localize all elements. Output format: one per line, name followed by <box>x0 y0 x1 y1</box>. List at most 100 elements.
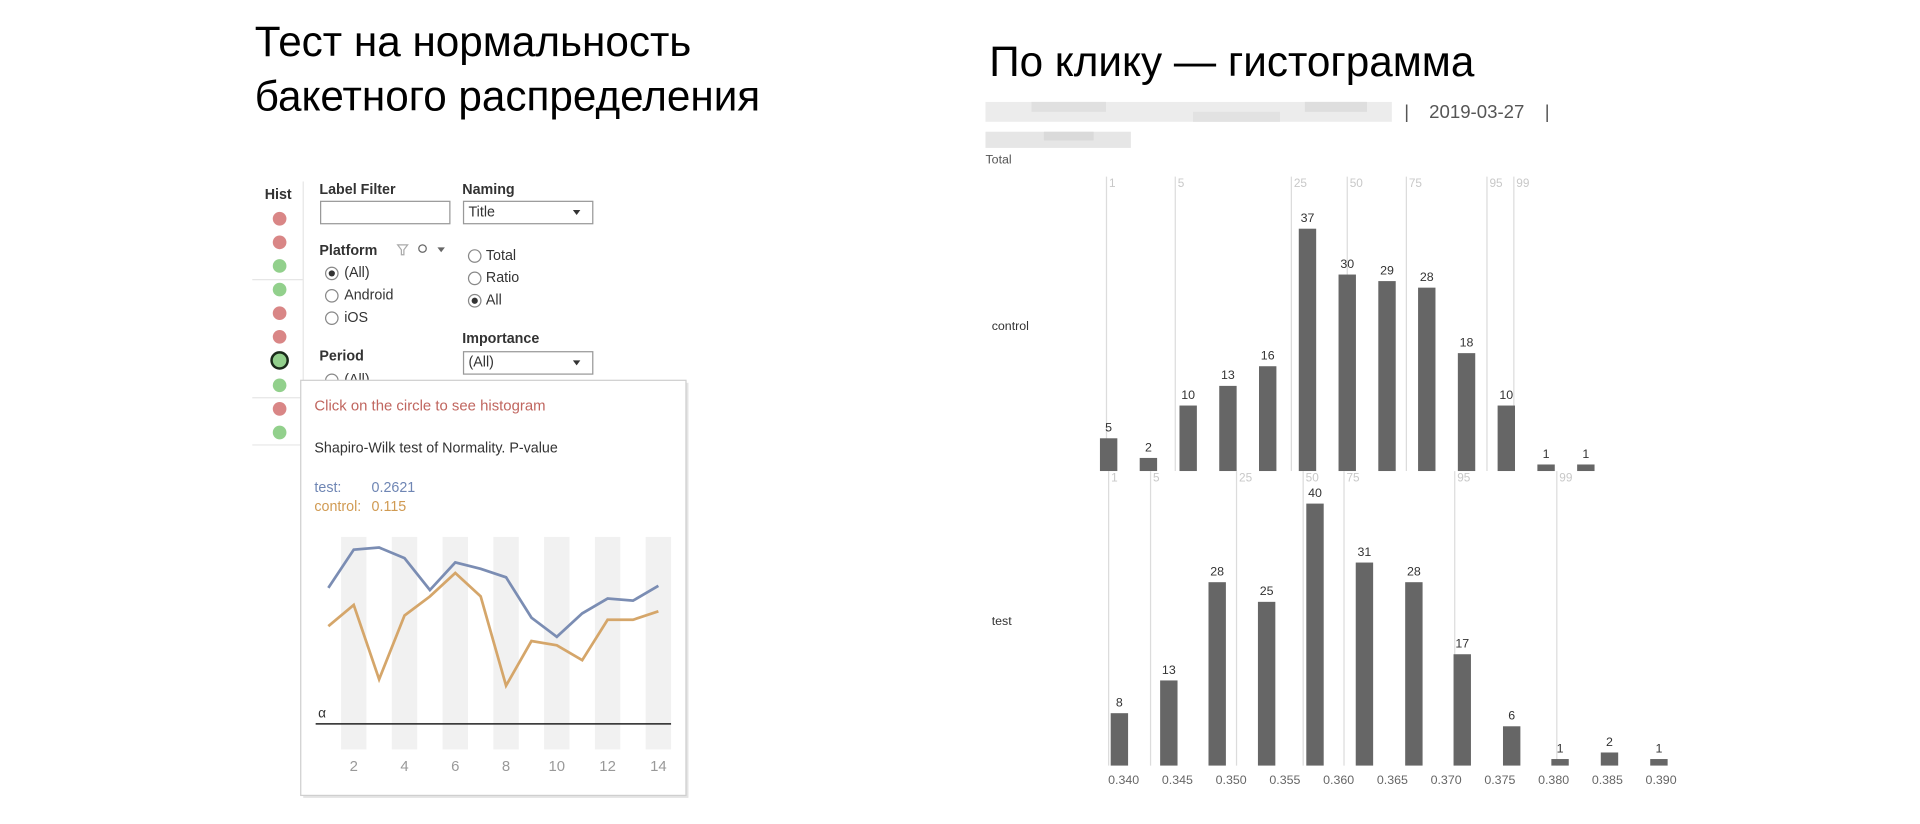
bar <box>1497 405 1516 472</box>
bar <box>1405 582 1423 766</box>
bar <box>1551 759 1569 766</box>
x-tick-label: 0.380 <box>1538 773 1569 787</box>
radio[interactable] <box>324 311 339 326</box>
hist-header: Hist <box>265 187 292 203</box>
bar-label: 16 <box>1261 349 1275 363</box>
hist-icon[interactable] <box>272 402 287 416</box>
bar-label: 2 <box>1606 735 1613 749</box>
x-tick-label: 6 <box>451 759 459 775</box>
percentile-label: 5 <box>1153 471 1160 485</box>
bar <box>1219 385 1237 472</box>
percentile-label: 99 <box>1559 471 1572 485</box>
percentile-label: 50 <box>1350 176 1364 190</box>
percentile-label: 50 <box>1306 471 1320 485</box>
platform-title: Platform <box>319 243 377 259</box>
pvalue-chart: 2 4 6 8 10 12 14 α <box>315 536 672 775</box>
bar-label: 37 <box>1301 211 1315 225</box>
label-filter-title: Label Filter <box>319 182 396 198</box>
percentile-label: 99 <box>1516 176 1529 190</box>
bar-label: 28 <box>1407 565 1421 579</box>
left-title: Тест на нормальность <box>255 18 692 65</box>
bar-label: 8 <box>1116 696 1123 710</box>
percentile-label: 1 <box>1111 471 1118 485</box>
x-tick-label: 14 <box>650 759 667 775</box>
search-icon[interactable] <box>418 244 427 253</box>
radio-dot <box>328 270 335 277</box>
bar <box>1577 464 1595 472</box>
bar-label: 18 <box>1460 335 1474 349</box>
x-tick-label: 0.375 <box>1484 773 1515 787</box>
bar <box>1457 353 1476 472</box>
total-label: Total <box>985 153 1011 167</box>
band <box>442 536 468 750</box>
bar <box>1502 726 1521 766</box>
label-filter-input[interactable] <box>319 200 451 225</box>
x-tick-label: 12 <box>599 759 616 775</box>
naming-value: Title <box>469 204 496 220</box>
bar <box>1208 582 1226 766</box>
band <box>594 536 621 750</box>
hist-icon[interactable] <box>272 211 287 226</box>
hist-icon[interactable] <box>272 329 287 344</box>
bar <box>1418 287 1436 472</box>
importance-title: Importance <box>462 331 539 347</box>
tooltip-value: 0.2621 <box>372 480 416 496</box>
platform-option: Android <box>344 288 393 304</box>
bar-label: 13 <box>1221 368 1235 382</box>
bar-label: 1 <box>1655 741 1662 755</box>
hist-icons[interactable] <box>270 211 289 440</box>
percentile-label: 25 <box>1239 471 1253 485</box>
bar-label: 25 <box>1260 584 1274 598</box>
bar <box>1298 228 1317 472</box>
bar-label: 1 <box>1557 741 1564 755</box>
bar <box>1650 759 1668 766</box>
percentile-label: 95 <box>1457 471 1471 485</box>
hist-icon[interactable] <box>272 282 287 297</box>
tooltip-hint: Click on the circle to see histogram <box>314 398 545 414</box>
percentile-label: 25 <box>1294 176 1308 190</box>
hist-icon[interactable] <box>272 235 287 250</box>
bar <box>1600 752 1619 766</box>
bar <box>1160 680 1178 766</box>
x-tick-label: 0.385 <box>1592 773 1623 787</box>
hist-icon[interactable] <box>272 378 287 393</box>
menu-arrow[interactable] <box>437 247 445 253</box>
blurred-filters <box>985 101 1392 148</box>
bar <box>1257 601 1276 766</box>
filter-icon[interactable] <box>396 244 409 256</box>
bar-label: 17 <box>1455 637 1469 651</box>
importance-dropdown[interactable] <box>462 351 594 375</box>
radio[interactable] <box>467 249 482 263</box>
x-tick-label: 0.340 <box>1108 773 1139 787</box>
x-tick-label: 2 <box>350 759 358 775</box>
bar-label: 28 <box>1210 565 1224 579</box>
naming-title: Naming <box>462 182 514 198</box>
x-tick-label: 0.370 <box>1431 773 1462 787</box>
naming-dropdown[interactable] <box>462 200 594 225</box>
band <box>645 536 672 750</box>
bar <box>1306 503 1324 766</box>
hist-icon[interactable] <box>272 259 287 273</box>
bar-label: 29 <box>1380 263 1394 277</box>
blur <box>1304 101 1367 112</box>
percentile-label: 75 <box>1347 471 1361 485</box>
percentile-label: 5 <box>1178 176 1185 190</box>
hist-icon[interactable] <box>272 306 287 321</box>
platform-option: iOS <box>344 310 368 326</box>
radio[interactable] <box>324 288 339 303</box>
bar-label: 1 <box>1543 447 1550 461</box>
date: 2019-03-27 <box>1429 101 1524 122</box>
hist-icon-selected[interactable] <box>270 351 289 370</box>
x-tick-label: 8 <box>502 759 510 775</box>
bar-label: 5 <box>1105 421 1112 435</box>
importance-value: (All) <box>469 355 494 371</box>
x-tick-label: 0.390 <box>1646 773 1677 787</box>
hist-icon[interactable] <box>272 425 287 440</box>
bar <box>1139 457 1158 472</box>
measure-option: All <box>486 293 502 309</box>
tooltip-label: control: <box>314 499 361 515</box>
bar-label: 13 <box>1162 663 1176 677</box>
radio[interactable] <box>467 271 482 286</box>
bar-label: 28 <box>1420 270 1434 284</box>
